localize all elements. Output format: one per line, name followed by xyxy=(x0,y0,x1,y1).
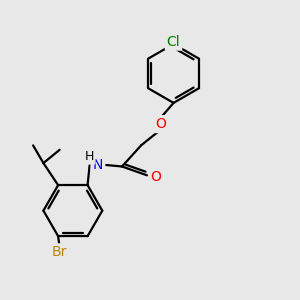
Text: H: H xyxy=(85,150,94,163)
Text: Br: Br xyxy=(52,245,67,259)
Text: N: N xyxy=(93,158,103,172)
Text: O: O xyxy=(150,170,161,184)
Text: O: O xyxy=(155,117,166,131)
Text: Cl: Cl xyxy=(167,34,180,49)
